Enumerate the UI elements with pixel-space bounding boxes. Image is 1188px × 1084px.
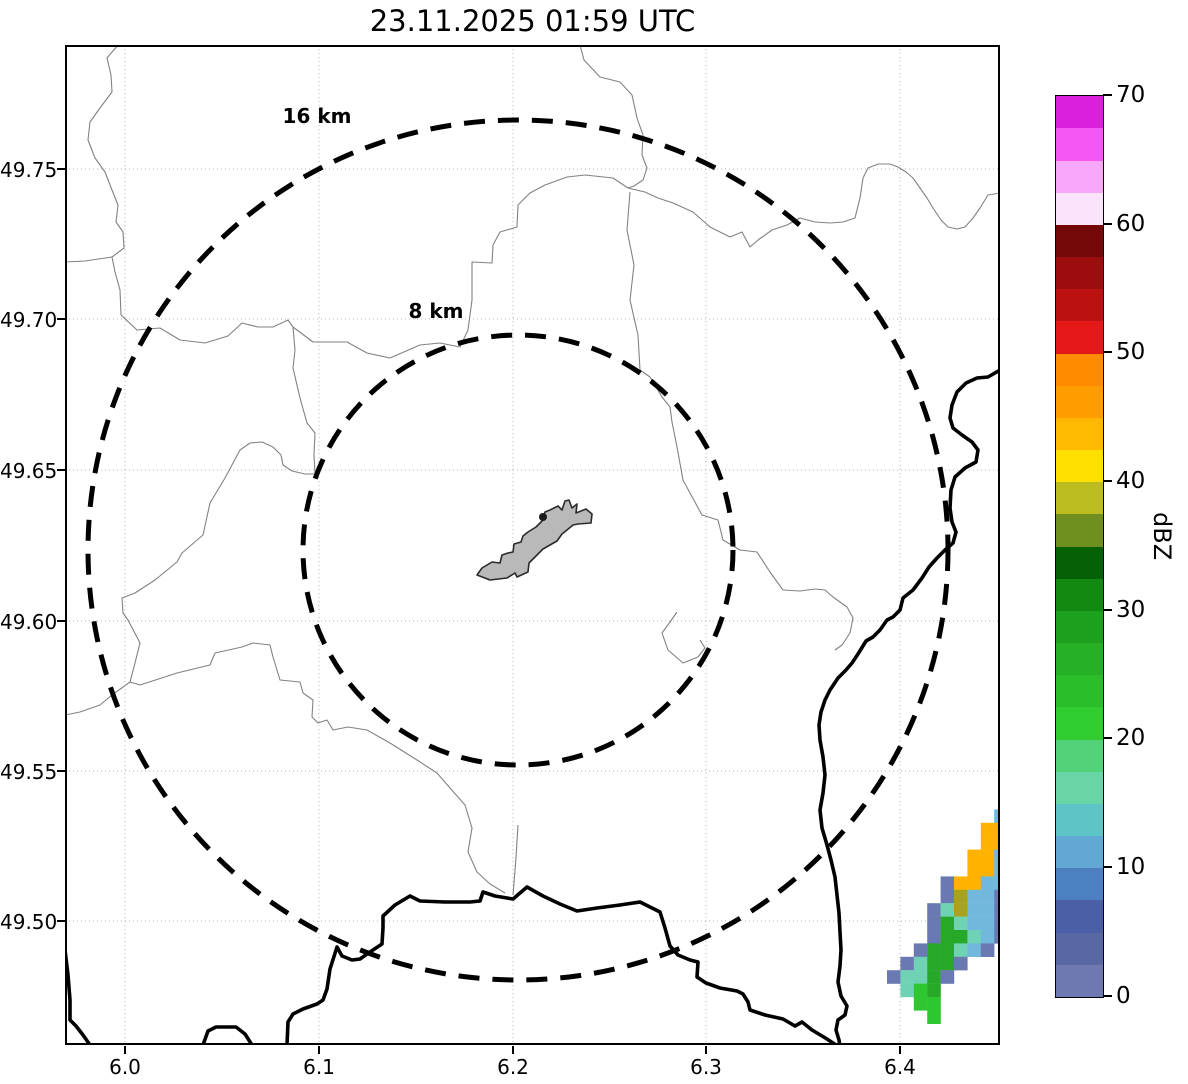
colorbar-tick <box>1103 94 1112 96</box>
radar-map <box>65 45 1000 1045</box>
y-tick <box>57 770 65 772</box>
colorbar-tick <box>1103 866 1112 868</box>
y-tick <box>57 620 65 622</box>
range-ring-label-8km: 8 km <box>408 299 464 323</box>
plot-frame <box>65 45 1000 1045</box>
colorbar-segments <box>1056 96 1103 997</box>
colorbar-tick-label: 60 <box>1116 211 1146 237</box>
y-tick-label: 49.75 <box>0 158 58 182</box>
y-tick <box>57 318 65 320</box>
colorbar-tick-label: 10 <box>1116 854 1146 880</box>
airport-outline <box>476 499 593 581</box>
x-tick <box>705 1046 707 1054</box>
colorbar-tick-label: 0 <box>1116 983 1131 1009</box>
colorbar <box>1055 95 1104 998</box>
colorbar-tick <box>1103 351 1112 353</box>
colorbar-tick-label: 40 <box>1116 468 1146 494</box>
y-tick-label: 49.60 <box>0 610 58 634</box>
gridlines <box>65 45 1000 1045</box>
y-tick <box>57 469 65 471</box>
colorbar-tick-label: 20 <box>1116 725 1146 751</box>
region-borders <box>65 45 1000 896</box>
range-ring-label-16km: 16 km <box>282 104 352 128</box>
page-title: 23.11.2025 01:59 UTC <box>369 4 696 38</box>
x-tick-label: 6.1 <box>303 1055 335 1079</box>
radar-echo-cells <box>887 809 1000 1024</box>
range-ring-16km <box>85 117 951 983</box>
y-tick-label: 49.65 <box>0 459 58 483</box>
y-tick <box>57 168 65 170</box>
y-tick-label: 49.70 <box>0 308 58 332</box>
x-tick <box>318 1046 320 1054</box>
colorbar-tick-label: 50 <box>1116 339 1146 365</box>
radar-site-dot <box>539 513 547 521</box>
x-tick <box>124 1046 126 1054</box>
x-tick-label: 6.0 <box>109 1055 141 1079</box>
country-borders <box>65 368 1000 1045</box>
range-ring-8km <box>300 332 736 768</box>
colorbar-tick <box>1103 223 1112 225</box>
x-tick <box>512 1046 514 1054</box>
x-tick-label: 6.4 <box>884 1055 916 1079</box>
x-tick-label: 6.2 <box>497 1055 529 1079</box>
x-tick <box>899 1046 901 1054</box>
y-tick-label: 49.50 <box>0 910 58 934</box>
y-tick-label: 49.55 <box>0 760 58 784</box>
range-rings <box>85 117 951 983</box>
colorbar-axis-label: dBZ <box>1148 512 1176 561</box>
colorbar-tick <box>1103 609 1112 611</box>
x-tick-label: 6.3 <box>690 1055 722 1079</box>
colorbar-tick <box>1103 480 1112 482</box>
colorbar-tick <box>1103 737 1112 739</box>
colorbar-tick-label: 70 <box>1116 82 1146 108</box>
y-tick <box>57 920 65 922</box>
colorbar-tick <box>1103 995 1112 997</box>
colorbar-tick-label: 30 <box>1116 597 1146 623</box>
